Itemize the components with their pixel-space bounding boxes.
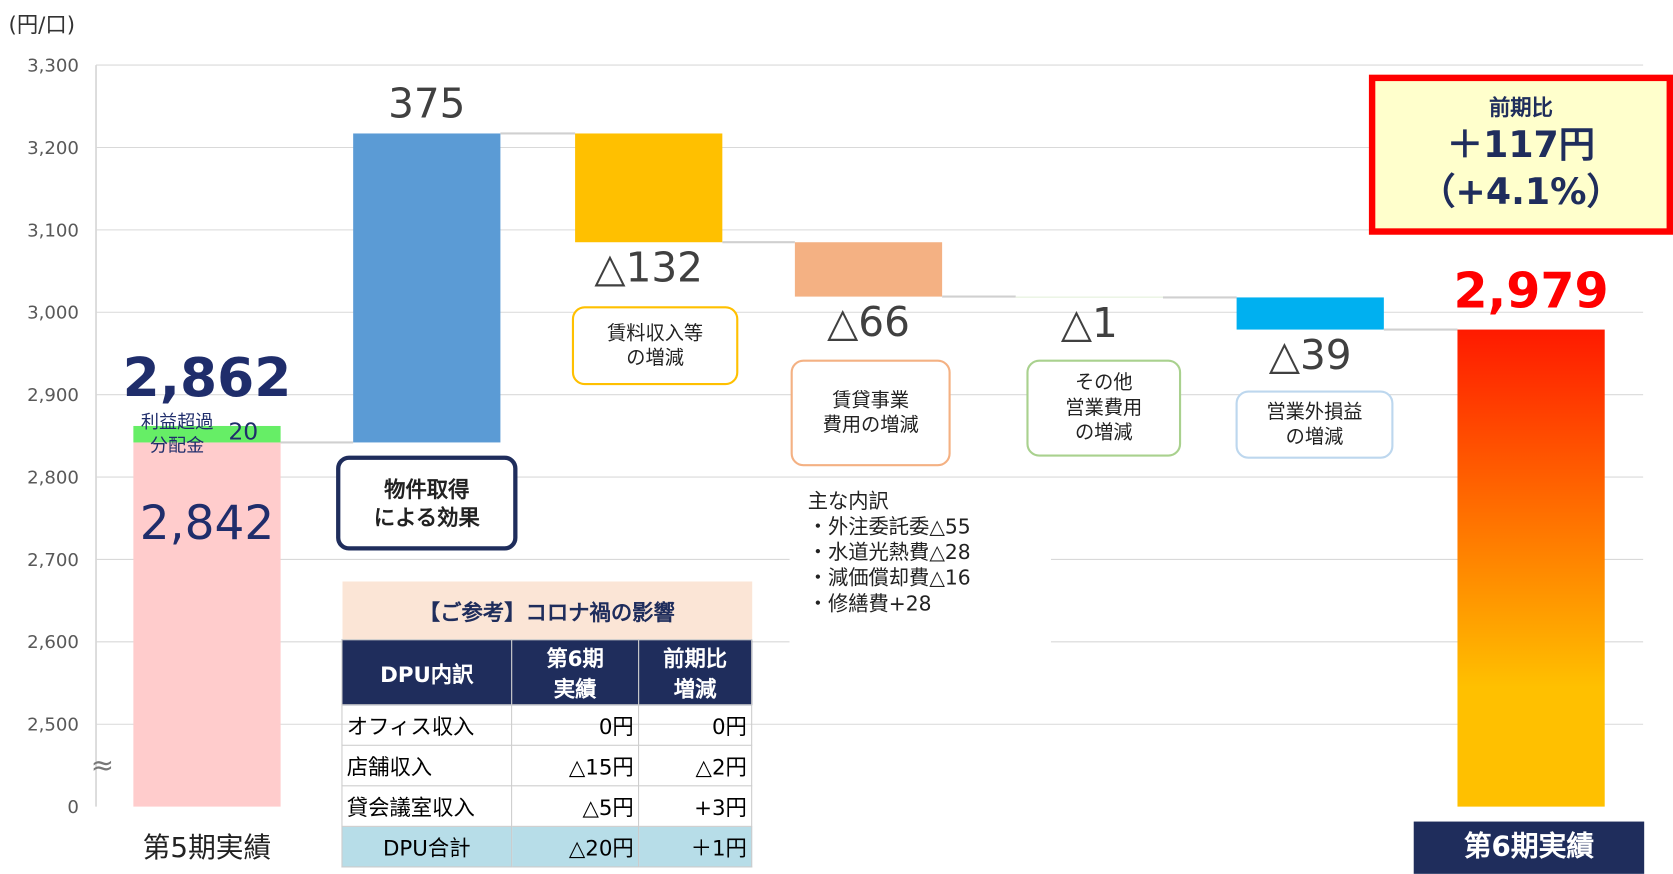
- table-total: ＋1円: [638, 825, 753, 868]
- value-label: 2,862: [122, 346, 292, 409]
- table-cell: 貸会議室収入: [341, 785, 513, 827]
- note-line: 主な内訳: [807, 489, 889, 514]
- y-tick-label: 2,800: [27, 467, 79, 488]
- category-label: 第6期実績: [1413, 821, 1645, 874]
- bar-segment: [133, 425, 281, 443]
- table-cell: △5円: [511, 785, 640, 827]
- table-cell: オフィス収入: [341, 704, 513, 746]
- mask: [789, 485, 1051, 646]
- covid-table: 【ご参考】コロナ禍の影響 DPU内訳 第6期 実績 前期比 増減 オフィス収入 0…: [341, 581, 753, 868]
- segment-name: 利益超過 分配金: [140, 411, 214, 457]
- value-label: △132: [594, 244, 703, 292]
- y-tick-label: 3,100: [27, 220, 79, 241]
- axis-break: ≈: [91, 749, 114, 782]
- note-line: ・水道光熱費△28: [807, 540, 971, 565]
- table-title: 【ご参考】コロナ禍の影響: [341, 581, 752, 640]
- value-label: △39: [1268, 331, 1352, 379]
- category-label: 賃貸事業 費用の増減: [790, 359, 951, 467]
- bar: [794, 242, 943, 297]
- table-cell: 店舗収入: [341, 744, 513, 787]
- value-label: 375: [388, 80, 466, 128]
- table-cell: 0円: [511, 704, 640, 746]
- callout: 前期比 ＋117円 （+4.1%）: [1368, 74, 1673, 235]
- y-tick-label: 2,900: [27, 385, 79, 406]
- table-cell: △15円: [511, 744, 640, 787]
- y-tick-label: 3,200: [27, 138, 79, 159]
- value-label: 2,979: [1453, 261, 1609, 319]
- segment-label: 2,842: [139, 495, 275, 551]
- table-header: DPU内訳: [341, 639, 513, 706]
- y-tick-label: 0: [67, 797, 79, 818]
- y-tick-label: 2,500: [27, 715, 79, 736]
- y-tick-label: 3,300: [27, 55, 79, 76]
- y-tick-label: 2,600: [27, 632, 79, 653]
- note-line: ・外注委託委△55: [807, 515, 971, 539]
- bar: [1236, 297, 1384, 330]
- y-tick-label: 2,700: [27, 550, 79, 571]
- callout-line: 前期比: [1488, 94, 1553, 121]
- value-label: △1: [1060, 299, 1118, 347]
- bar: [575, 133, 723, 243]
- table-total: DPU合計: [341, 825, 513, 868]
- table-cell: +3円: [638, 785, 753, 827]
- category-label: 物件取得 による効果: [336, 455, 518, 551]
- unit-label: (円/口): [9, 13, 75, 38]
- table-cell: 0円: [638, 704, 753, 746]
- table-cell: △2円: [638, 744, 753, 787]
- category-label: 営業外損益 の増減: [1235, 390, 1394, 459]
- table-header: 前期比 増減: [638, 639, 753, 706]
- table-header: 第6期 実績: [511, 639, 640, 706]
- category-label: 第5期実績: [142, 832, 272, 865]
- callout-line: （+4.1%）: [1419, 170, 1623, 214]
- bar: [1015, 296, 1163, 298]
- note: 主な内訳 ・外注委託委△55 ・水道光熱費△28 ・減価償却費△16 ・修繕費+28: [808, 489, 971, 617]
- table-total: △20円: [511, 825, 640, 868]
- bar: [1457, 329, 1605, 807]
- segment-label: 20: [228, 418, 259, 446]
- note-line: ・減価償却費△16: [807, 566, 971, 591]
- category-label: 賃料収入等 の増減: [571, 306, 739, 386]
- callout-line: ＋117円: [1446, 123, 1596, 167]
- value-label: △66: [827, 298, 910, 346]
- y-tick-label: 3,000: [27, 303, 79, 324]
- category-label: その他 営業費用 の増減: [1026, 359, 1182, 457]
- bar: [353, 133, 501, 443]
- note-line: ・修繕費+28: [807, 592, 932, 616]
- bar-segment: [133, 442, 281, 807]
